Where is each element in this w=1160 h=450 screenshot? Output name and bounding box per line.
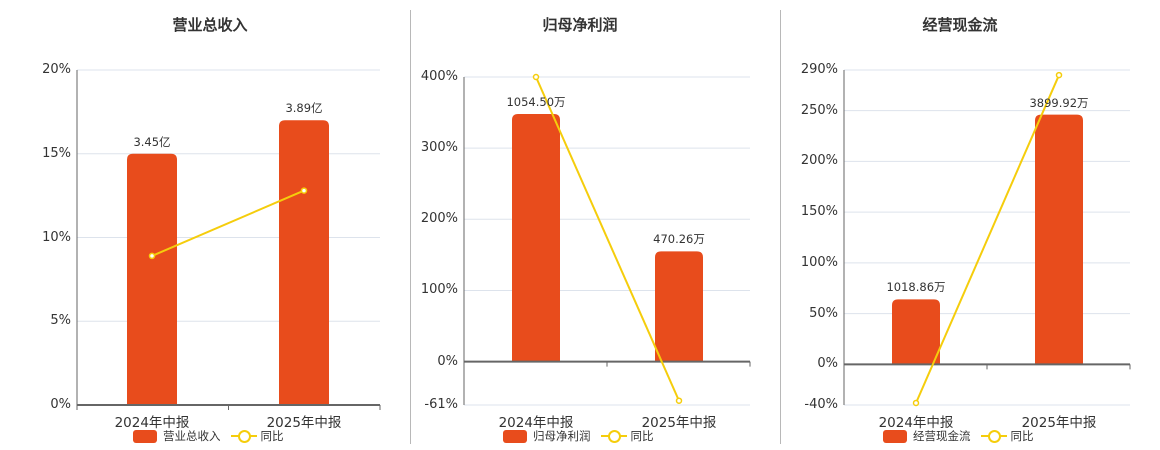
legend-line-label[interactable]: 同比	[1010, 429, 1034, 443]
y-axis-tick-label: 5%	[50, 313, 71, 329]
line-point[interactable]	[148, 252, 156, 260]
bar[interactable]	[512, 113, 560, 362]
y-axis-tick-label: 290%	[800, 62, 838, 77]
legend-bar-swatch-icon[interactable]	[133, 429, 157, 443]
line-point[interactable]	[675, 397, 683, 404]
y-axis-tick-label: 10%	[42, 229, 71, 245]
legend-bar-label[interactable]: 营业总收入	[163, 429, 221, 443]
legend: 营业总收入 同比	[133, 428, 284, 444]
legend-line-marker-icon[interactable]	[600, 429, 627, 443]
line-point[interactable]	[532, 73, 540, 81]
y-axis-tick-label: 300%	[420, 140, 458, 156]
chart-panel-revenue: 营业总收入 营业总收入 同比	[0, 0, 400, 450]
bar[interactable]	[1035, 114, 1083, 365]
y-axis-tick-label: 400%	[420, 69, 458, 84]
panel-divider	[410, 10, 411, 444]
line-point[interactable]	[300, 187, 308, 194]
x-axis-tick-label: 2024年中报	[114, 415, 190, 431]
chart-title: 归母净利润	[542, 16, 618, 34]
legend-bar-label[interactable]: 归母净利润	[533, 429, 591, 443]
line-point[interactable]	[1055, 71, 1063, 79]
bar-value-label: 470.26万	[653, 232, 705, 247]
bar[interactable]	[892, 299, 940, 365]
chart-title: 营业总收入	[172, 16, 248, 34]
bar-value-label: 3.89亿	[285, 101, 323, 116]
legend-bar-label[interactable]: 经营现金流	[913, 429, 971, 443]
line-point[interactable]	[912, 399, 920, 407]
x-axis-tick-label: 2025年中报	[1021, 415, 1097, 431]
legend-line-marker-icon[interactable]	[980, 429, 1007, 443]
y-axis-tick-label: 200%	[420, 211, 458, 227]
legend: 经营现金流 同比	[883, 428, 1034, 444]
x-axis-tick-label: 2025年中报	[641, 415, 717, 431]
bar-value-label: 1054.50万	[506, 94, 566, 109]
x-axis-tick-label: 2025年中报	[266, 415, 342, 431]
y-axis-tick-label: -61%	[424, 397, 458, 412]
y-axis-tick-label: -40%	[804, 397, 838, 412]
y-axis-tick-label: 150%	[800, 204, 838, 220]
y-axis-tick-label: 100%	[420, 282, 458, 298]
bar[interactable]	[279, 120, 329, 405]
bar-value-label: 1018.86万	[886, 280, 946, 295]
legend: 归母净利润 同比	[503, 428, 654, 444]
y-axis-tick-label: 15%	[42, 145, 71, 161]
y-axis-tick-label: 0%	[50, 397, 71, 412]
legend-bar-swatch-icon[interactable]	[503, 429, 527, 443]
plot-area	[76, 69, 381, 410]
chart-title: 经营现金流	[922, 16, 998, 34]
y-axis-tick-label: 20%	[42, 62, 71, 77]
bar[interactable]	[127, 153, 177, 405]
y-axis-tick-label: 0%	[817, 356, 838, 372]
y-axis-tick-label: 50%	[809, 305, 838, 321]
y-axis-tick-label: 200%	[800, 153, 838, 169]
y-axis-tick-label: 100%	[800, 254, 838, 270]
bar-value-label: 3.45亿	[133, 134, 171, 149]
panel-divider	[780, 10, 781, 444]
bar-value-label: 3899.92万	[1029, 95, 1089, 110]
y-axis-tick-label: 250%	[800, 102, 838, 118]
legend-line-label[interactable]: 同比	[260, 429, 284, 443]
x-axis-tick-label: 2024年中报	[498, 415, 574, 431]
legend-line-marker-icon[interactable]	[230, 429, 257, 443]
y-axis-tick-label: 0%	[437, 353, 458, 369]
bar[interactable]	[655, 251, 703, 362]
legend-line-label[interactable]: 同比	[630, 429, 654, 443]
legend-bar-swatch-icon[interactable]	[883, 429, 907, 443]
x-axis-tick-label: 2024年中报	[878, 415, 954, 431]
